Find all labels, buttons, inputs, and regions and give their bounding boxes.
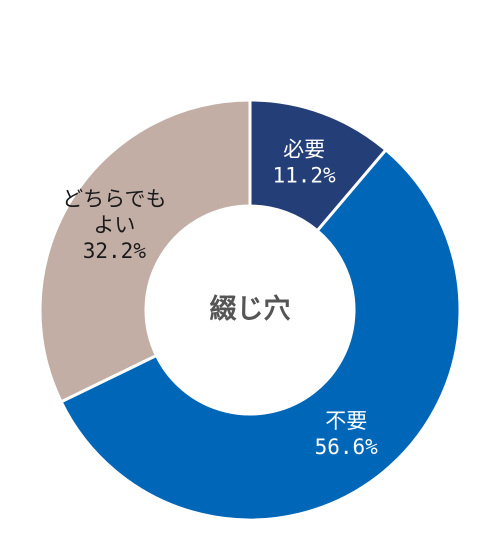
- donut-slice-1: [59, 147, 462, 522]
- slice-label-2: どちらでもよい: [62, 187, 166, 237]
- slice-value-0: 11.2%: [272, 164, 336, 188]
- center-label: 綴じ穴: [210, 294, 291, 325]
- slice-label-1: 不要: [325, 409, 367, 433]
- donut-slices: [38, 98, 462, 522]
- slice-label-0: 必要: [283, 138, 325, 162]
- slice-value-2: 32.2%: [83, 239, 147, 263]
- donut-slice-2: [38, 98, 252, 404]
- slice-value-1: 56.6%: [315, 435, 379, 459]
